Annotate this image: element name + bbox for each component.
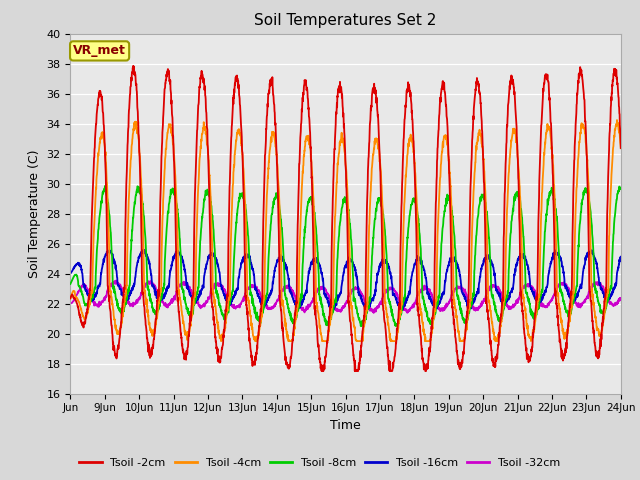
Legend: Tsoil -2cm, Tsoil -4cm, Tsoil -8cm, Tsoil -16cm, Tsoil -32cm: Tsoil -2cm, Tsoil -4cm, Tsoil -8cm, Tsoi…: [75, 453, 565, 472]
Text: VR_met: VR_met: [73, 44, 126, 58]
X-axis label: Time: Time: [330, 419, 361, 432]
Title: Soil Temperatures Set 2: Soil Temperatures Set 2: [255, 13, 436, 28]
Y-axis label: Soil Temperature (C): Soil Temperature (C): [28, 149, 41, 278]
